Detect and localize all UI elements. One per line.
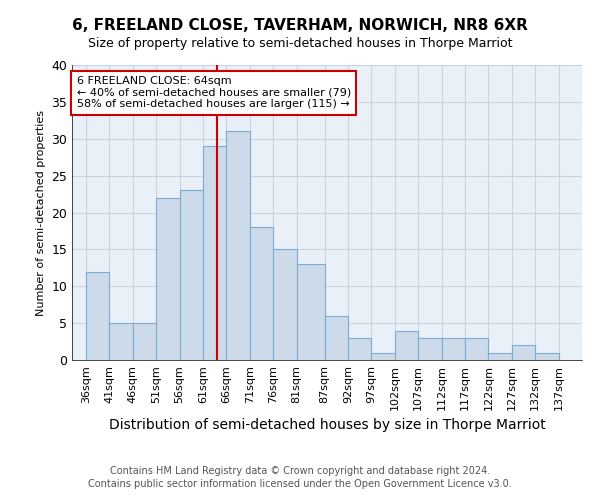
Bar <box>535 352 559 360</box>
Bar <box>156 198 179 360</box>
Bar <box>395 330 418 360</box>
Bar <box>203 146 226 360</box>
Bar <box>179 190 203 360</box>
Bar <box>273 250 296 360</box>
Text: Contains public sector information licensed under the Open Government Licence v3: Contains public sector information licen… <box>88 479 512 489</box>
Bar <box>250 227 273 360</box>
Bar <box>109 323 133 360</box>
Bar <box>325 316 348 360</box>
Text: Size of property relative to semi-detached houses in Thorpe Marriot: Size of property relative to semi-detach… <box>88 38 512 51</box>
Y-axis label: Number of semi-detached properties: Number of semi-detached properties <box>36 110 46 316</box>
X-axis label: Distribution of semi-detached houses by size in Thorpe Marriot: Distribution of semi-detached houses by … <box>109 418 545 432</box>
Bar <box>296 264 325 360</box>
Bar <box>465 338 488 360</box>
Bar <box>371 352 395 360</box>
Text: Contains HM Land Registry data © Crown copyright and database right 2024.: Contains HM Land Registry data © Crown c… <box>110 466 490 476</box>
Bar <box>442 338 465 360</box>
Text: 6 FREELAND CLOSE: 64sqm
← 40% of semi-detached houses are smaller (79)
58% of se: 6 FREELAND CLOSE: 64sqm ← 40% of semi-de… <box>77 76 351 110</box>
Bar <box>488 352 512 360</box>
Bar <box>86 272 109 360</box>
Bar <box>226 132 250 360</box>
Bar <box>512 345 535 360</box>
Bar <box>133 323 156 360</box>
Bar <box>418 338 442 360</box>
Text: 6, FREELAND CLOSE, TAVERHAM, NORWICH, NR8 6XR: 6, FREELAND CLOSE, TAVERHAM, NORWICH, NR… <box>72 18 528 32</box>
Bar <box>348 338 371 360</box>
